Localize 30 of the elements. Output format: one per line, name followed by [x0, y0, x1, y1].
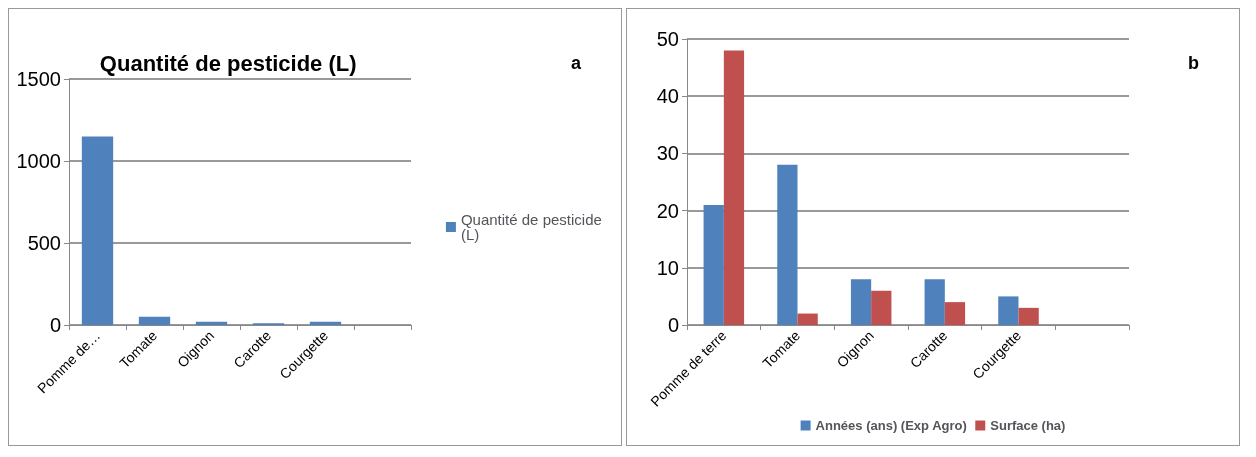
bar [195, 321, 228, 325]
legend-label: Quantité de pesticide (L) [460, 211, 606, 243]
y-tick-label: 30 [656, 142, 679, 165]
bar [138, 316, 171, 325]
chart-title: Quantité de pesticide (L) [99, 50, 357, 76]
text: a [570, 53, 582, 73]
y-tick-label: 500 [27, 232, 61, 254]
bar [924, 279, 945, 325]
bar [777, 164, 798, 325]
bar [703, 204, 724, 325]
bar [309, 321, 342, 325]
y-tick-label: 1000 [16, 150, 61, 172]
bar [944, 302, 966, 325]
bar [998, 296, 1019, 325]
bar [871, 290, 892, 325]
y-tick-label: 20 [656, 199, 679, 222]
y-tick-label: 10 [656, 256, 679, 279]
y-tick-label: 0 [667, 314, 679, 336]
text: b [1188, 53, 1199, 73]
bar [850, 279, 872, 325]
bar [81, 136, 114, 325]
y-tick-label: 0 [49, 314, 61, 336]
legend-label: Surface (ha) [990, 418, 1066, 433]
bar [1018, 307, 1039, 325]
bar [797, 313, 818, 325]
y-tick-label: 40 [656, 85, 679, 108]
bar [723, 50, 745, 325]
y-tick-label: 50 [656, 28, 679, 50]
y-tick-label: 1500 [16, 68, 61, 90]
legend-label: Années (ans) (Exp Agro) [815, 418, 967, 433]
